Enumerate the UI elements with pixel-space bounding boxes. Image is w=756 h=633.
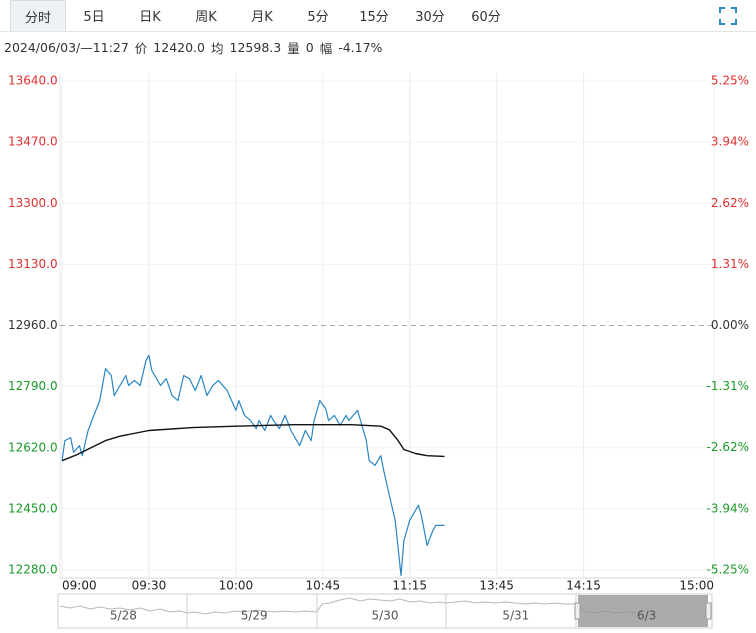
tab[interactable]: 30分 (415, 10, 445, 25)
y2-tick-label: 5.25% (711, 74, 749, 88)
fullscreen-button[interactable] (718, 6, 738, 26)
tab[interactable]: 月K (251, 10, 273, 25)
info-value: 12598.3 (229, 39, 282, 55)
y-tick-label: 13300.0 (8, 196, 58, 210)
tab[interactable]: 5分 (307, 10, 329, 25)
price-line (61, 424, 445, 462)
info-value: -4.17% (338, 39, 383, 55)
y2-tick-label: -3.94% (707, 501, 749, 515)
y2-tick-label: 1.31% (711, 257, 749, 271)
navigator-label: 5/31 (502, 609, 529, 623)
y2-tick-label: 0.00% (711, 318, 749, 332)
fullscreen-icon (719, 7, 737, 25)
info-value: 12420.0 (153, 39, 205, 55)
y-tick-label: 12790.0 (8, 379, 58, 393)
y-tick-label: 12280.0 (8, 563, 58, 577)
tab-bar: 分时 5日 日K 周K 月K 5分 15分 30分 60分 (0, 0, 756, 32)
info-datetime: 2024/06/03/—11:27 (4, 39, 129, 55)
y-tick-label: 13130.0 (8, 257, 58, 271)
navigator[interactable] (57, 593, 713, 629)
navigator-label: 5/30 (372, 609, 399, 623)
navigator-label: 5/28 (110, 609, 137, 623)
y2-tick-label: 2.62% (711, 196, 749, 210)
tab[interactable]: 日K (139, 10, 161, 25)
y-tick-label: 13640.0 (8, 74, 58, 88)
y2-tick-label: -1.31% (707, 379, 749, 393)
y-tick-label: 13470.0 (8, 135, 58, 149)
y2-tick-label: -2.62% (707, 440, 749, 454)
navigator-label: 6/3 (637, 609, 656, 623)
navigator-handle[interactable] (574, 602, 581, 620)
info-label: 幅 (319, 40, 333, 56)
navigator-label: 5/29 (241, 609, 268, 623)
x-tick-label: 10:00 (219, 579, 254, 593)
info-label: 量 (287, 40, 300, 56)
navigator-handle[interactable] (705, 602, 712, 620)
x-tick-label: 09:30 (132, 579, 167, 593)
x-tick-label: 11:15 (392, 579, 427, 593)
y-tick-label: 12450.0 (8, 501, 58, 515)
y-tick-label: 12960.0 (8, 318, 58, 332)
navigator-sparkline (59, 597, 641, 615)
info-value: 0 (305, 39, 314, 55)
info-line: 2024/06/03/—11:27 价 12420.0 均 12598.3 量 … (4, 38, 382, 56)
tab[interactable]: 60分 (471, 10, 501, 25)
y2-tick-label: -5.25% (707, 563, 749, 577)
info-label: 均 (211, 40, 224, 56)
x-tick-label: 13:45 (479, 579, 514, 593)
price-line (61, 354, 445, 576)
x-tick-label: 14:15 (566, 579, 601, 593)
y2-tick-label: 3.94% (711, 135, 749, 149)
info-label: 价 (134, 40, 148, 56)
tab[interactable]: 15分 (359, 10, 389, 25)
tab[interactable]: 分时 (10, 0, 66, 31)
x-tick-label: 09:00 (62, 579, 97, 593)
navigator-window[interactable] (578, 595, 708, 627)
y-tick-label: 12620.0 (8, 440, 58, 454)
tab[interactable]: 5日 (83, 10, 105, 25)
x-tick-label: 15:00 (679, 579, 714, 593)
tab[interactable]: 周K (195, 10, 217, 25)
x-tick-label: 10:45 (306, 579, 341, 593)
